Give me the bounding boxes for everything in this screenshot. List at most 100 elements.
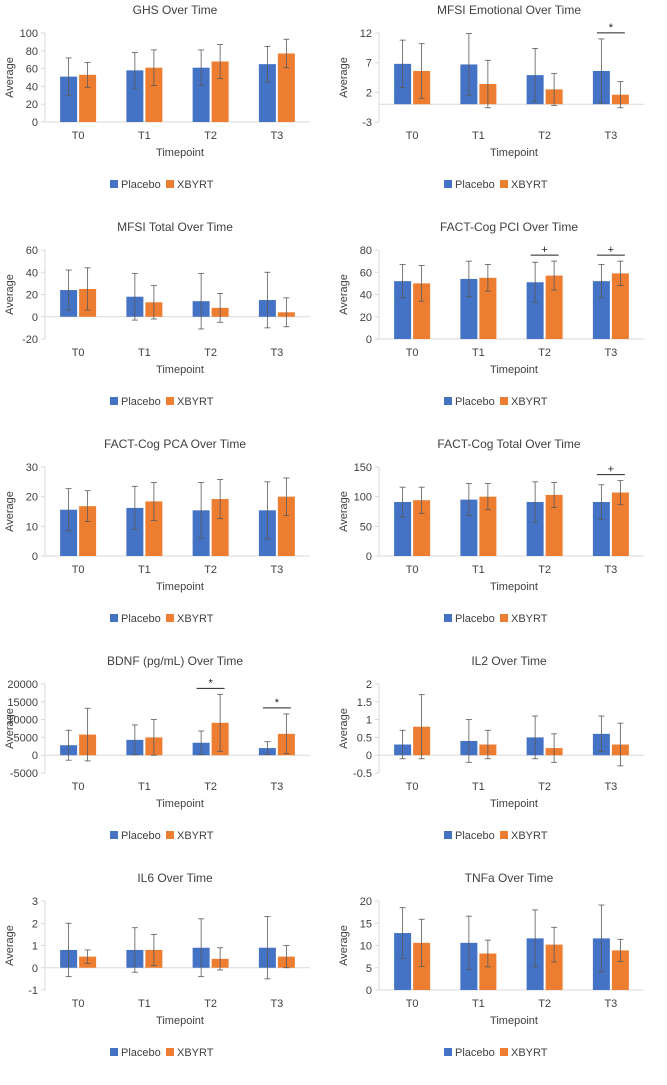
y-tick-label: 20 bbox=[360, 896, 372, 908]
bar-xbyrt-t1 bbox=[145, 67, 163, 122]
significance-marker: + bbox=[608, 464, 614, 476]
bar-placebo-t3 bbox=[592, 281, 610, 339]
x-tick-label: T3 bbox=[604, 781, 617, 793]
y-tick-label: 20 bbox=[26, 492, 38, 504]
x-tick-label: T1 bbox=[138, 347, 151, 359]
x-tick-label: T1 bbox=[138, 781, 151, 793]
y-tick-label: 40 bbox=[360, 290, 372, 302]
bar-placebo-t2 bbox=[192, 67, 210, 122]
x-axis-label: Timepoint bbox=[156, 364, 204, 376]
legend-label-placebo: Placebo bbox=[455, 179, 495, 191]
bar-placebo-t1 bbox=[460, 499, 478, 556]
y-tick-label: 10000 bbox=[7, 715, 38, 727]
bar-placebo-t2 bbox=[526, 282, 544, 339]
y-tick-label: 0 bbox=[366, 551, 372, 563]
y-tick-label: 5 bbox=[366, 963, 372, 975]
legend-label-placebo: Placebo bbox=[121, 613, 161, 625]
x-tick-label: T3 bbox=[604, 130, 617, 142]
legend-label-xbyrt: XBYRT bbox=[511, 1047, 548, 1059]
chart-title: IL6 Over Time bbox=[137, 871, 213, 885]
y-axis-label: Average bbox=[338, 925, 350, 966]
bar-xbyrt-t2 bbox=[545, 944, 563, 990]
y-axis-label: Average bbox=[338, 57, 350, 98]
x-tick-label: T2 bbox=[204, 781, 217, 793]
y-axis-label: Average bbox=[338, 491, 350, 532]
legend-label-xbyrt: XBYRT bbox=[511, 179, 548, 191]
x-tick-label: T0 bbox=[406, 564, 419, 576]
bar-xbyrt-t2 bbox=[211, 499, 229, 556]
legend-label-placebo: Placebo bbox=[455, 1047, 495, 1059]
legend-label-placebo: Placebo bbox=[455, 396, 495, 408]
legend-label-xbyrt: XBYRT bbox=[511, 830, 548, 842]
y-axis-label: Average bbox=[4, 491, 16, 532]
bar-placebo-t3 bbox=[258, 64, 276, 122]
x-tick-label: T2 bbox=[538, 781, 551, 793]
x-axis-label: Timepoint bbox=[490, 798, 538, 810]
x-tick-label: T2 bbox=[204, 564, 217, 576]
x-tick-label: T1 bbox=[472, 564, 485, 576]
significance-marker: * bbox=[275, 697, 280, 709]
bar-xbyrt-t2 bbox=[211, 61, 229, 122]
bar-placebo-t1 bbox=[126, 507, 144, 556]
bar-xbyrt-t1 bbox=[145, 501, 163, 556]
y-tick-label: 0 bbox=[366, 985, 372, 997]
y-tick-label: 0 bbox=[32, 963, 38, 975]
legend-label-placebo: Placebo bbox=[121, 1047, 161, 1059]
y-tick-label: 10 bbox=[26, 521, 38, 533]
y-tick-label: 0.5 bbox=[357, 732, 372, 744]
x-tick-label: T3 bbox=[604, 998, 617, 1010]
legend-swatch-xbyrt bbox=[166, 1048, 174, 1056]
bar-xbyrt-t3 bbox=[611, 950, 629, 990]
y-tick-label: 20 bbox=[26, 99, 38, 111]
y-tick-label: 30 bbox=[26, 462, 38, 474]
y-tick-label: -5000 bbox=[10, 768, 38, 780]
chart-title: BDNF (pg/mL) Over Time bbox=[107, 654, 243, 668]
x-tick-label: T1 bbox=[138, 130, 151, 142]
x-axis-label: Timepoint bbox=[156, 1015, 204, 1027]
x-tick-label: T3 bbox=[270, 564, 283, 576]
legend-label-xbyrt: XBYRT bbox=[177, 830, 214, 842]
x-tick-label: T1 bbox=[138, 564, 151, 576]
x-axis-label: Timepoint bbox=[156, 798, 204, 810]
legend-swatch-placebo bbox=[444, 614, 452, 622]
legend-swatch-xbyrt bbox=[500, 614, 508, 622]
chart-title: IL2 Over Time bbox=[471, 654, 547, 668]
bar-placebo-t3 bbox=[592, 502, 610, 556]
y-tick-label: 80 bbox=[26, 46, 38, 58]
y-axis-label: Average bbox=[338, 708, 350, 749]
x-tick-label: T0 bbox=[72, 781, 85, 793]
y-tick-label: 100 bbox=[354, 492, 372, 504]
bar-xbyrt-t3 bbox=[611, 273, 629, 339]
legend-swatch-placebo bbox=[110, 614, 118, 622]
bar-xbyrt-t2 bbox=[545, 494, 563, 556]
y-tick-label: 60 bbox=[26, 245, 38, 257]
bar-xbyrt-t3 bbox=[277, 53, 295, 122]
chart-panel-10: TNFa Over Time 0 5 10 15 20 Average T0 T1 T2 T3 Tim… bbox=[338, 871, 644, 1059]
chart-panel-1: GHS Over Time 0 20 40 60 80 100 Average T0 T1 T2 T3… bbox=[4, 3, 310, 191]
y-tick-label: 60 bbox=[26, 64, 38, 76]
y-tick-label: 40 bbox=[26, 267, 38, 279]
bar-placebo-t0 bbox=[60, 509, 78, 556]
legend-swatch-placebo bbox=[110, 180, 118, 188]
legend-label-xbyrt: XBYRT bbox=[177, 179, 214, 191]
x-tick-label: T2 bbox=[538, 998, 551, 1010]
y-tick-label: 0 bbox=[366, 334, 372, 346]
x-axis-label: Timepoint bbox=[490, 364, 538, 376]
y-axis-label: Average bbox=[4, 274, 16, 315]
legend-swatch-xbyrt bbox=[500, 397, 508, 405]
x-tick-label: T3 bbox=[270, 998, 283, 1010]
significance-marker: + bbox=[541, 244, 547, 256]
x-tick-label: T0 bbox=[406, 347, 419, 359]
x-tick-label: T0 bbox=[72, 130, 85, 142]
y-tick-label: 20000 bbox=[7, 679, 38, 691]
chart-panel-9: IL6 Over Time -1 0 1 2 3 Average T0 T1 T2 T3 Timepo… bbox=[4, 871, 310, 1059]
x-tick-label: T2 bbox=[538, 130, 551, 142]
legend-label-xbyrt: XBYRT bbox=[511, 613, 548, 625]
y-tick-label: 7 bbox=[366, 58, 372, 70]
legend-label-placebo: Placebo bbox=[121, 396, 161, 408]
x-axis-label: Timepoint bbox=[490, 1015, 538, 1027]
y-tick-label: 10 bbox=[360, 941, 372, 953]
legend-swatch-placebo bbox=[444, 180, 452, 188]
y-tick-label: 2 bbox=[366, 679, 372, 691]
